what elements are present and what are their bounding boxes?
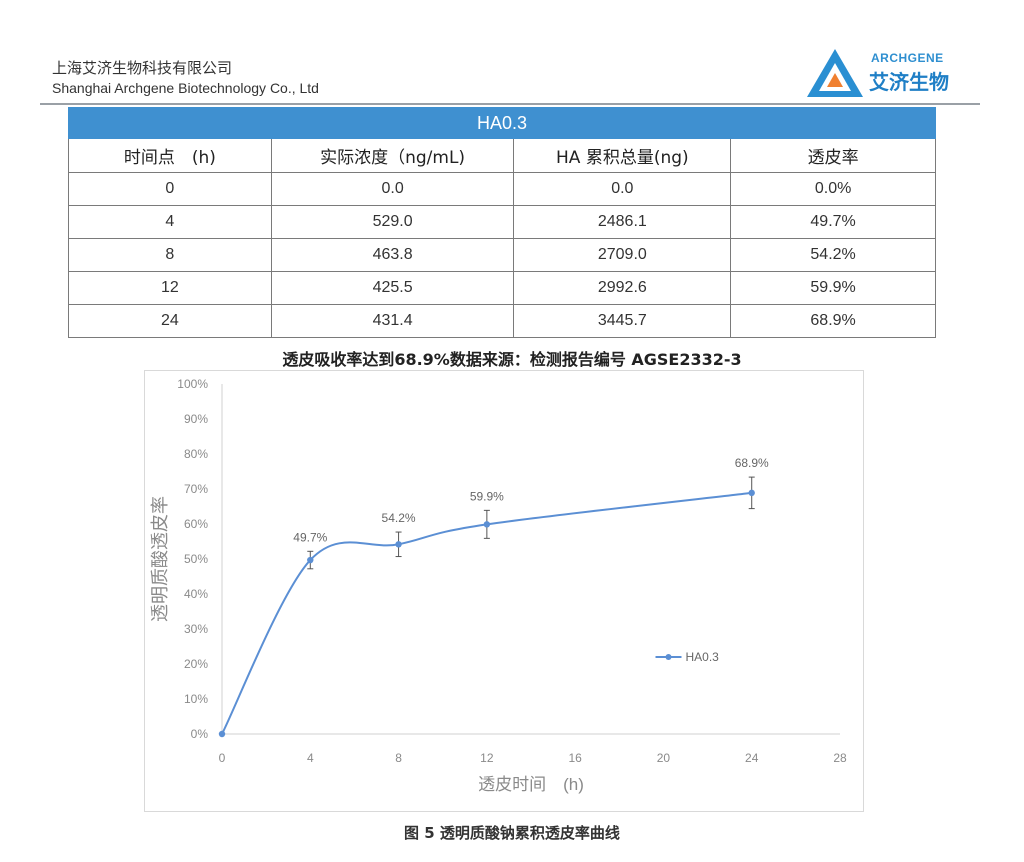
table-cell: 2709.0 <box>513 238 732 272</box>
table-cell: 3445.7 <box>513 304 732 338</box>
x-tick-label: 28 <box>833 751 847 765</box>
data-point <box>218 730 226 738</box>
y-tick-label: 60% <box>184 517 208 531</box>
table-cell: 68.9% <box>730 304 936 338</box>
data-label: 68.9% <box>735 456 769 470</box>
data-label: 49.7% <box>293 530 327 544</box>
company-name-en: Shanghai Archgene Biotechnology Co., Ltd <box>52 80 319 96</box>
y-axis-title: 透明质酸透皮率 <box>150 496 170 622</box>
table-row: 24 431.4 3445.7 68.9% <box>68 304 936 338</box>
data-point <box>307 556 314 564</box>
table-cell: 0.0 <box>270 172 515 206</box>
data-label: 59.9% <box>470 489 504 503</box>
data-point <box>395 541 402 548</box>
logo-text-en: ARCHGENE <box>871 51 944 65</box>
table-cell: 0 <box>68 172 272 206</box>
table-cell: 12 <box>68 271 272 305</box>
chart-svg: 0% 10% 20% 30% 40% 50% 60% 70% 80% 90% 100% 0 4 8 12 16… <box>144 370 864 812</box>
results-table: HA0.3 时间点 (h) 实际浓度（ng/mL) HA 累积总量(ng) 透皮… <box>68 107 936 338</box>
x-tick-label: 8 <box>395 751 402 765</box>
column-header-rate: 透皮率 <box>730 138 936 173</box>
table-cell: 463.8 <box>270 238 515 272</box>
table-cell: 49.7% <box>730 205 936 239</box>
logo-triangle-icon <box>807 49 863 97</box>
x-tick-label: 4 <box>307 751 314 765</box>
table-cell: 54.2% <box>730 238 936 272</box>
header-divider <box>40 103 980 105</box>
logo-text-cn: 艾济生物 <box>869 70 949 94</box>
table-cell: 2992.6 <box>513 271 732 305</box>
table-cell: 24 <box>68 304 272 338</box>
table-cell: 59.9% <box>730 271 936 305</box>
y-tick-label: 80% <box>184 447 208 461</box>
table-title: HA0.3 <box>68 107 936 139</box>
y-tick-label: 40% <box>184 587 208 601</box>
y-tick-label: 10% <box>184 692 208 706</box>
data-point <box>483 521 491 528</box>
legend-marker <box>665 654 672 660</box>
x-tick-label: 20 <box>657 751 671 765</box>
y-tick-label: 70% <box>184 482 208 496</box>
y-tick-label: 100% <box>177 377 208 391</box>
x-tick-label: 24 <box>745 751 759 765</box>
column-header-concentration: 实际浓度（ng/mL) <box>270 138 515 173</box>
y-tick-label: 20% <box>184 657 208 671</box>
table-cell: 8 <box>68 238 272 272</box>
chart-border <box>144 370 864 812</box>
x-tick-label: 16 <box>568 751 582 765</box>
y-tick-label: 30% <box>184 622 208 636</box>
permeation-chart: 0% 10% 20% 30% 40% 50% 60% 70% 80% 90% 100% 0 4 8 12 16… <box>144 370 864 812</box>
data-label: 54.2% <box>382 511 416 525</box>
company-name-cn: 上海艾济生物科技有限公司 <box>52 59 233 77</box>
x-tick-label: 12 <box>480 751 494 765</box>
y-tick-label: 90% <box>184 412 208 426</box>
table-cell: 4 <box>68 205 272 239</box>
archgene-logo: ARCHGENE 艾济生物 <box>805 45 975 101</box>
legend-label: HA0.3 <box>686 650 720 664</box>
table-row: 12 425.5 2992.6 59.9% <box>68 271 936 305</box>
x-axis-title: 透皮时间 (h) <box>478 775 584 794</box>
table-cell: 425.5 <box>270 271 515 305</box>
table-row: 4 529.0 2486.1 49.7% <box>68 205 936 239</box>
table-cell: 2486.1 <box>513 205 732 239</box>
data-point <box>748 489 755 497</box>
data-source-caption: 透皮吸收率达到68.9%数据来源：检测报告编号 AGSE2332-3 <box>282 350 742 369</box>
column-header-cumulative: HA 累积总量(ng) <box>513 138 732 173</box>
figure-caption: 图 5 透明质酸钠累积透皮率曲线 <box>404 824 620 842</box>
table-cell: 0.0 <box>513 172 732 206</box>
table-cell: 529.0 <box>270 205 515 239</box>
table-cell: 431.4 <box>270 304 515 338</box>
y-tick-label: 50% <box>184 552 208 566</box>
column-header-time: 时间点 (h) <box>68 138 272 173</box>
page-header: 上海艾济生物科技有限公司 Shanghai Archgene Biotechno… <box>0 0 1024 110</box>
table-row: 0 0.0 0.0 0.0% <box>68 172 936 206</box>
x-tick-label: 0 <box>219 751 226 765</box>
table-cell: 0.0% <box>730 172 936 206</box>
y-tick-label: 0% <box>191 727 209 741</box>
table-row: 8 463.8 2709.0 54.2% <box>68 238 936 272</box>
